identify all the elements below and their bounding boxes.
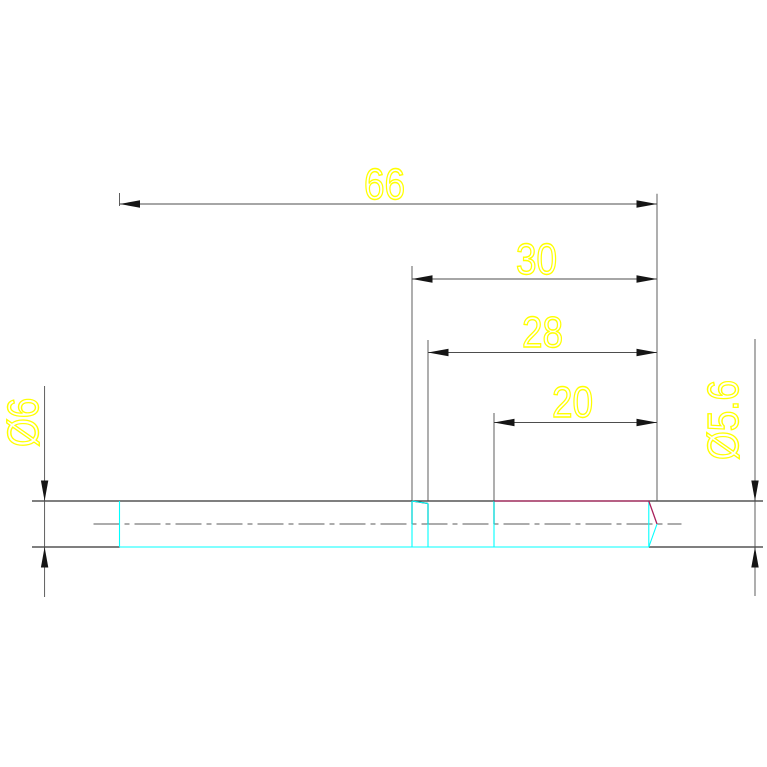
svg-text:28: 28: [522, 307, 563, 357]
svg-text:Ø6: Ø6: [0, 398, 48, 447]
svg-text:Ø5.6: Ø5.6: [698, 380, 748, 460]
svg-text:30: 30: [516, 234, 557, 284]
svg-text:66: 66: [364, 159, 405, 209]
svg-text:20: 20: [552, 377, 593, 427]
